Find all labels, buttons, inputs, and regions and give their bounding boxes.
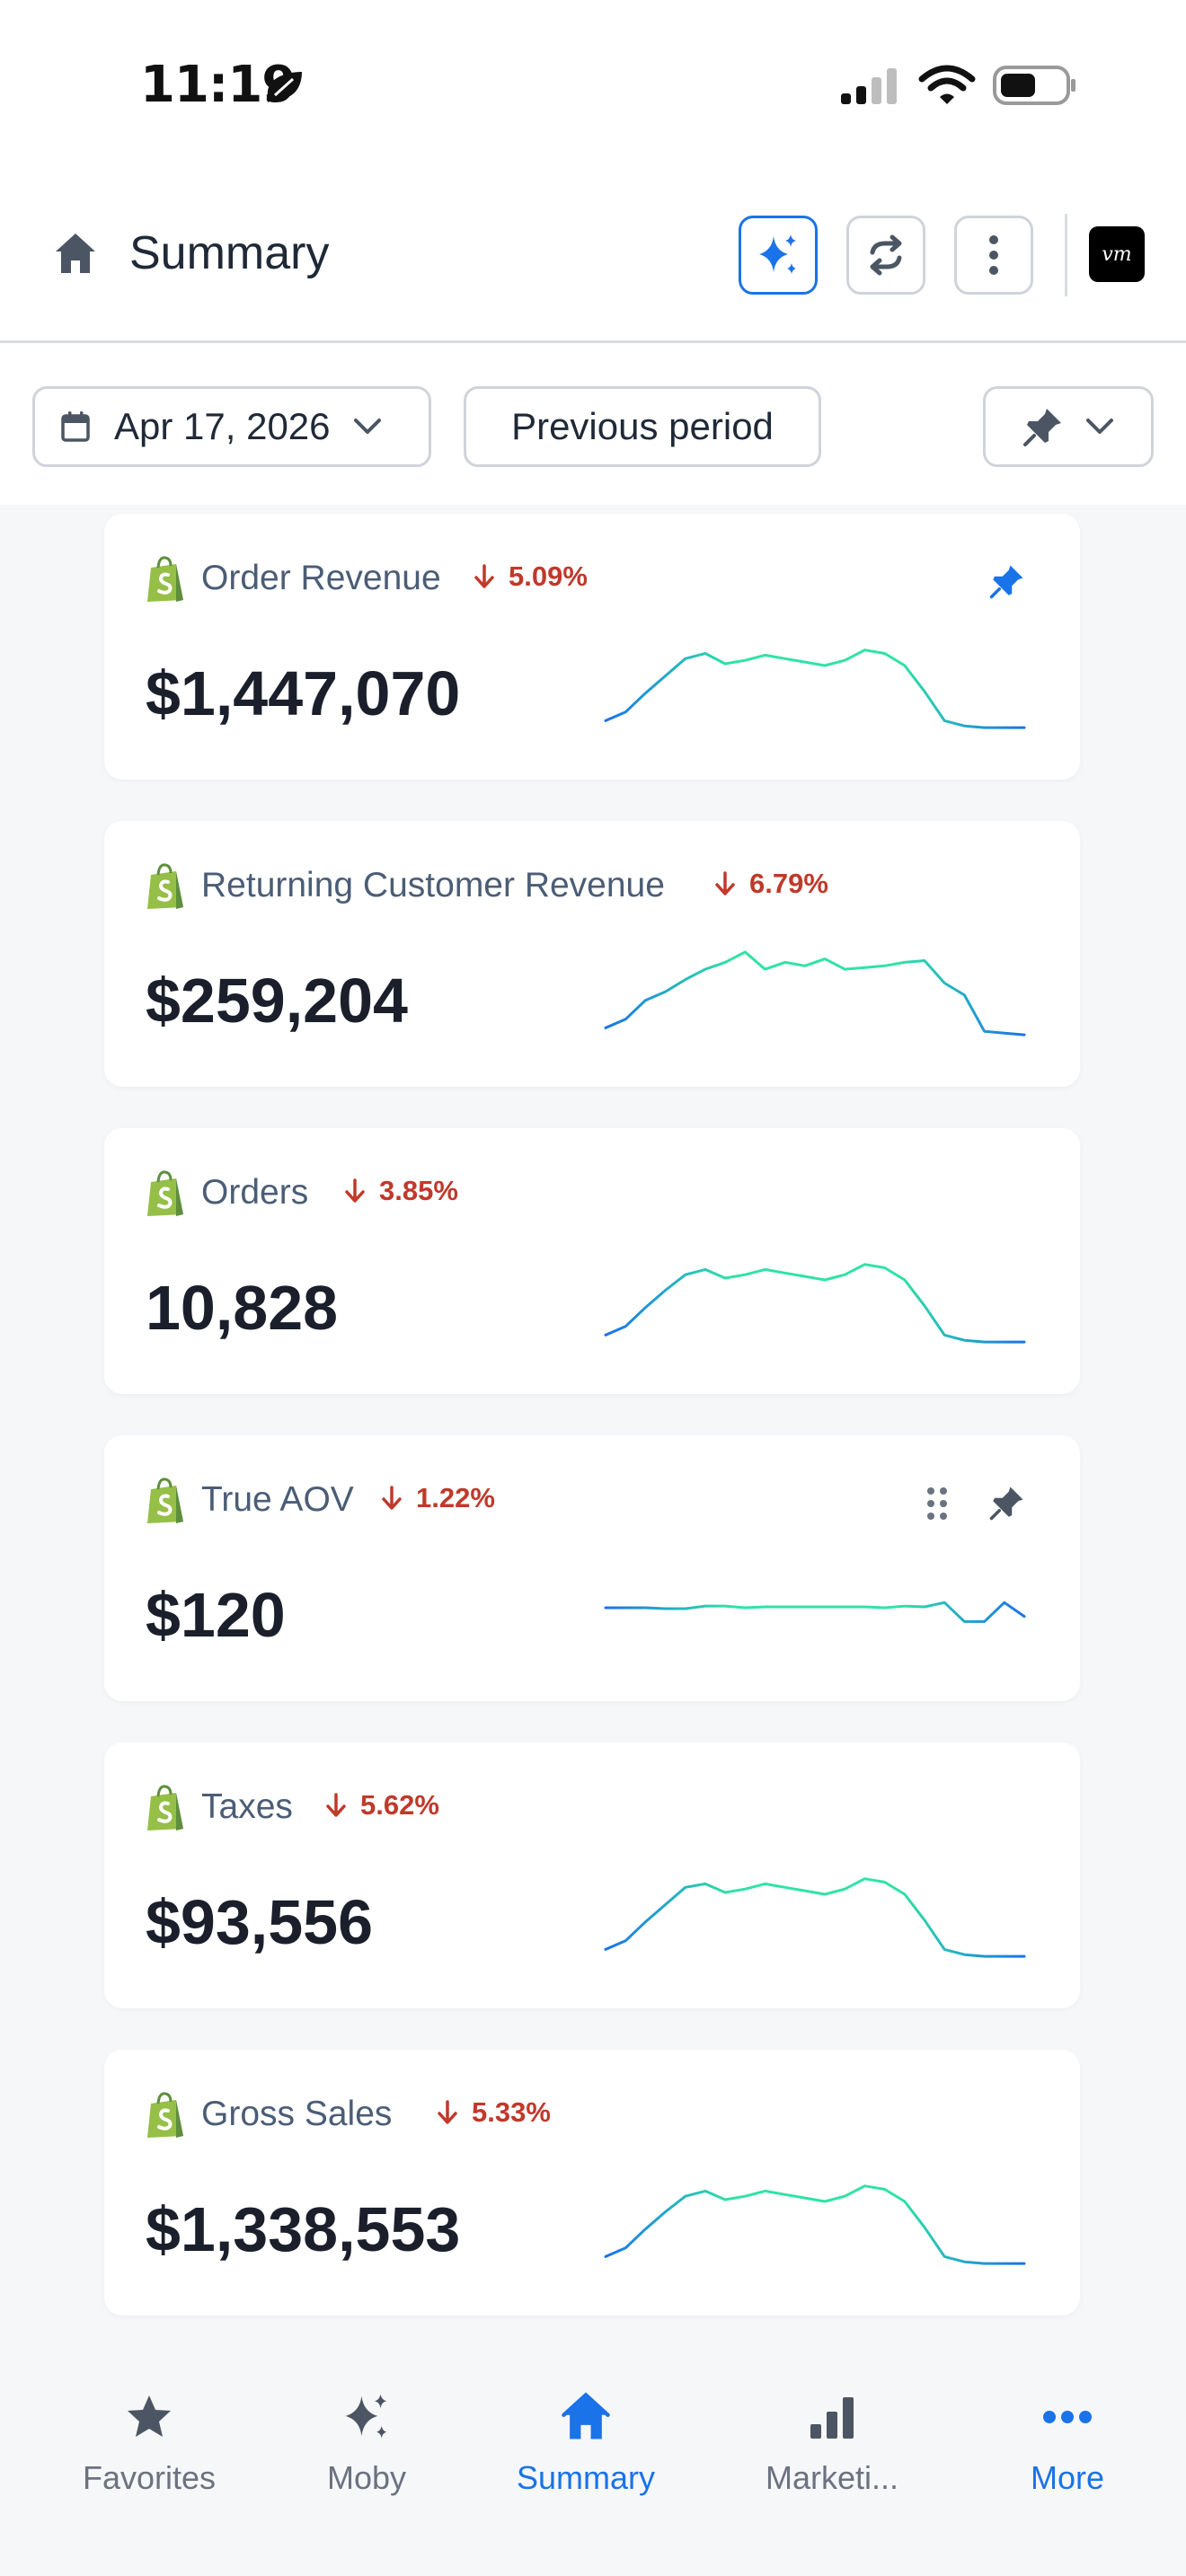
delta-badge: 1.22% xyxy=(380,1482,495,1514)
refresh-icon xyxy=(870,234,902,276)
page-title: Summary xyxy=(129,227,330,279)
sparkles-icon xyxy=(759,234,796,274)
sparkline-chart xyxy=(604,648,1026,729)
metric-card[interactable]: Gross Sales 5.33% $1,338,553 xyxy=(104,2050,1080,2316)
metric-title: Gross Sales xyxy=(201,2095,393,2133)
chevron-down-icon xyxy=(353,419,381,434)
metric-title: Orders xyxy=(201,1173,309,1212)
pin-icon[interactable] xyxy=(988,1484,1026,1522)
more-options-button[interactable] xyxy=(954,216,1033,295)
drag-handle-icon[interactable] xyxy=(924,1486,951,1522)
nav-label: More xyxy=(1030,2459,1105,2496)
nav-label: Moby xyxy=(326,2459,407,2496)
metric-card[interactable]: Orders 3.85% 10,828 xyxy=(104,1128,1080,1394)
cellular-signal-icon xyxy=(841,68,897,104)
pin-icon xyxy=(1023,409,1061,446)
shopify-bag-icon xyxy=(147,1785,183,1831)
sparkline-chart xyxy=(604,1601,1026,1623)
pin-icon[interactable] xyxy=(988,562,1026,600)
sparkline-chart xyxy=(604,950,1026,1037)
calendar-icon xyxy=(61,411,90,442)
metric-card[interactable]: Order Revenue 5.09% $1,447,070 xyxy=(104,514,1080,780)
sparkles-icon xyxy=(268,2387,465,2447)
bottom-navigation: Favorites Moby Summary Marketi... More xyxy=(0,2341,1186,2576)
nav-item-marketi[interactable]: Marketi... xyxy=(733,2387,931,2497)
shopify-bag-icon xyxy=(147,1478,183,1523)
nav-label: Marketi... xyxy=(765,2459,899,2496)
status-bar: 11:19 xyxy=(0,0,1186,171)
metric-card[interactable]: Taxes 5.62% $93,556 xyxy=(104,1742,1080,2008)
nav-label: Favorites xyxy=(82,2459,217,2496)
ai-assistant-button[interactable] xyxy=(739,216,818,295)
delta-badge: 5.33% xyxy=(436,2096,551,2129)
sparkline-path xyxy=(604,1601,1026,1623)
header-divider xyxy=(1065,214,1067,296)
shopify-bag-icon xyxy=(147,2092,183,2138)
compare-period-button[interactable]: Previous period xyxy=(464,386,821,467)
nav-item-favorites[interactable]: Favorites xyxy=(50,2387,248,2497)
sparkline-path xyxy=(604,648,1026,729)
nav-item-summary[interactable]: Summary xyxy=(487,2387,685,2497)
sparkline-path xyxy=(604,950,1026,1037)
sparkline-chart xyxy=(604,1877,1026,1958)
sparkline-chart xyxy=(604,1263,1026,1344)
more-dots-icon xyxy=(969,2387,1166,2447)
sparkline-path xyxy=(604,1877,1026,1958)
metric-value: $259,204 xyxy=(146,966,408,1036)
star-icon xyxy=(50,2387,248,2447)
compare-period-label: Previous period xyxy=(511,405,774,447)
metric-value: $120 xyxy=(146,1580,286,1650)
metric-title: True AOV xyxy=(201,1480,354,1519)
delta-value: 6.79% xyxy=(749,868,828,899)
metric-card[interactable]: Returning Customer Revenue 6.79% $259,20… xyxy=(104,821,1080,1087)
app-header: Summary vm xyxy=(0,171,1186,343)
arrow-down-icon xyxy=(326,1793,346,1817)
arrow-down-icon xyxy=(382,1486,402,1510)
delta-value: 1.22% xyxy=(416,1482,495,1513)
arrow-down-icon xyxy=(345,1178,365,1203)
metric-title: Taxes xyxy=(201,1787,293,1826)
arrow-down-icon xyxy=(715,871,735,895)
delta-value: 5.09% xyxy=(509,560,588,592)
filter-bar: Apr 17, 2026 Previous period xyxy=(0,343,1186,505)
vertical-dots-icon xyxy=(989,235,998,275)
delta-value: 3.85% xyxy=(379,1175,458,1206)
metric-title: Returning Customer Revenue xyxy=(201,866,665,904)
battery-icon xyxy=(993,66,1075,105)
delta-badge: 5.62% xyxy=(324,1789,439,1822)
metric-value: $1,447,070 xyxy=(146,658,461,728)
metric-value: $1,338,553 xyxy=(146,2194,461,2264)
date-picker-button[interactable]: Apr 17, 2026 xyxy=(32,386,431,467)
nav-item-moby[interactable]: Moby xyxy=(268,2387,465,2497)
delta-badge: 3.85% xyxy=(343,1175,458,1207)
nav-item-more[interactable]: More xyxy=(969,2387,1166,2497)
metric-value: $93,556 xyxy=(146,1887,374,1957)
nav-label: Summary xyxy=(516,2459,656,2496)
wifi-icon xyxy=(918,65,976,104)
metric-card[interactable]: True AOV 1.22% $120 xyxy=(104,1435,1080,1701)
delta-badge: 5.09% xyxy=(473,560,588,593)
shopify-bag-icon xyxy=(147,1170,183,1216)
home-icon xyxy=(487,2387,685,2447)
arrow-down-icon xyxy=(474,564,494,588)
pin-filter-dropdown[interactable] xyxy=(983,386,1154,467)
delta-value: 5.62% xyxy=(360,1789,439,1821)
home-icon[interactable] xyxy=(52,230,99,277)
metric-title: Order Revenue xyxy=(201,559,441,597)
date-label: Apr 17, 2026 xyxy=(114,405,331,447)
shopify-bag-icon xyxy=(147,863,183,909)
refresh-button[interactable] xyxy=(846,216,925,295)
shopify-bag-icon xyxy=(147,556,183,602)
sparkline-path xyxy=(604,1263,1026,1344)
bar-chart-icon xyxy=(733,2387,931,2447)
focus-mode-icon xyxy=(267,72,302,102)
chevron-down-icon xyxy=(1086,419,1113,434)
delta-badge: 6.79% xyxy=(713,868,828,900)
delta-value: 5.33% xyxy=(472,2096,551,2128)
arrow-down-icon xyxy=(438,2100,457,2124)
shop-avatar[interactable]: vm xyxy=(1089,226,1145,282)
sparkline-path xyxy=(604,2184,1026,2265)
metric-value: 10,828 xyxy=(146,1273,339,1343)
sparkline-chart xyxy=(604,2184,1026,2265)
